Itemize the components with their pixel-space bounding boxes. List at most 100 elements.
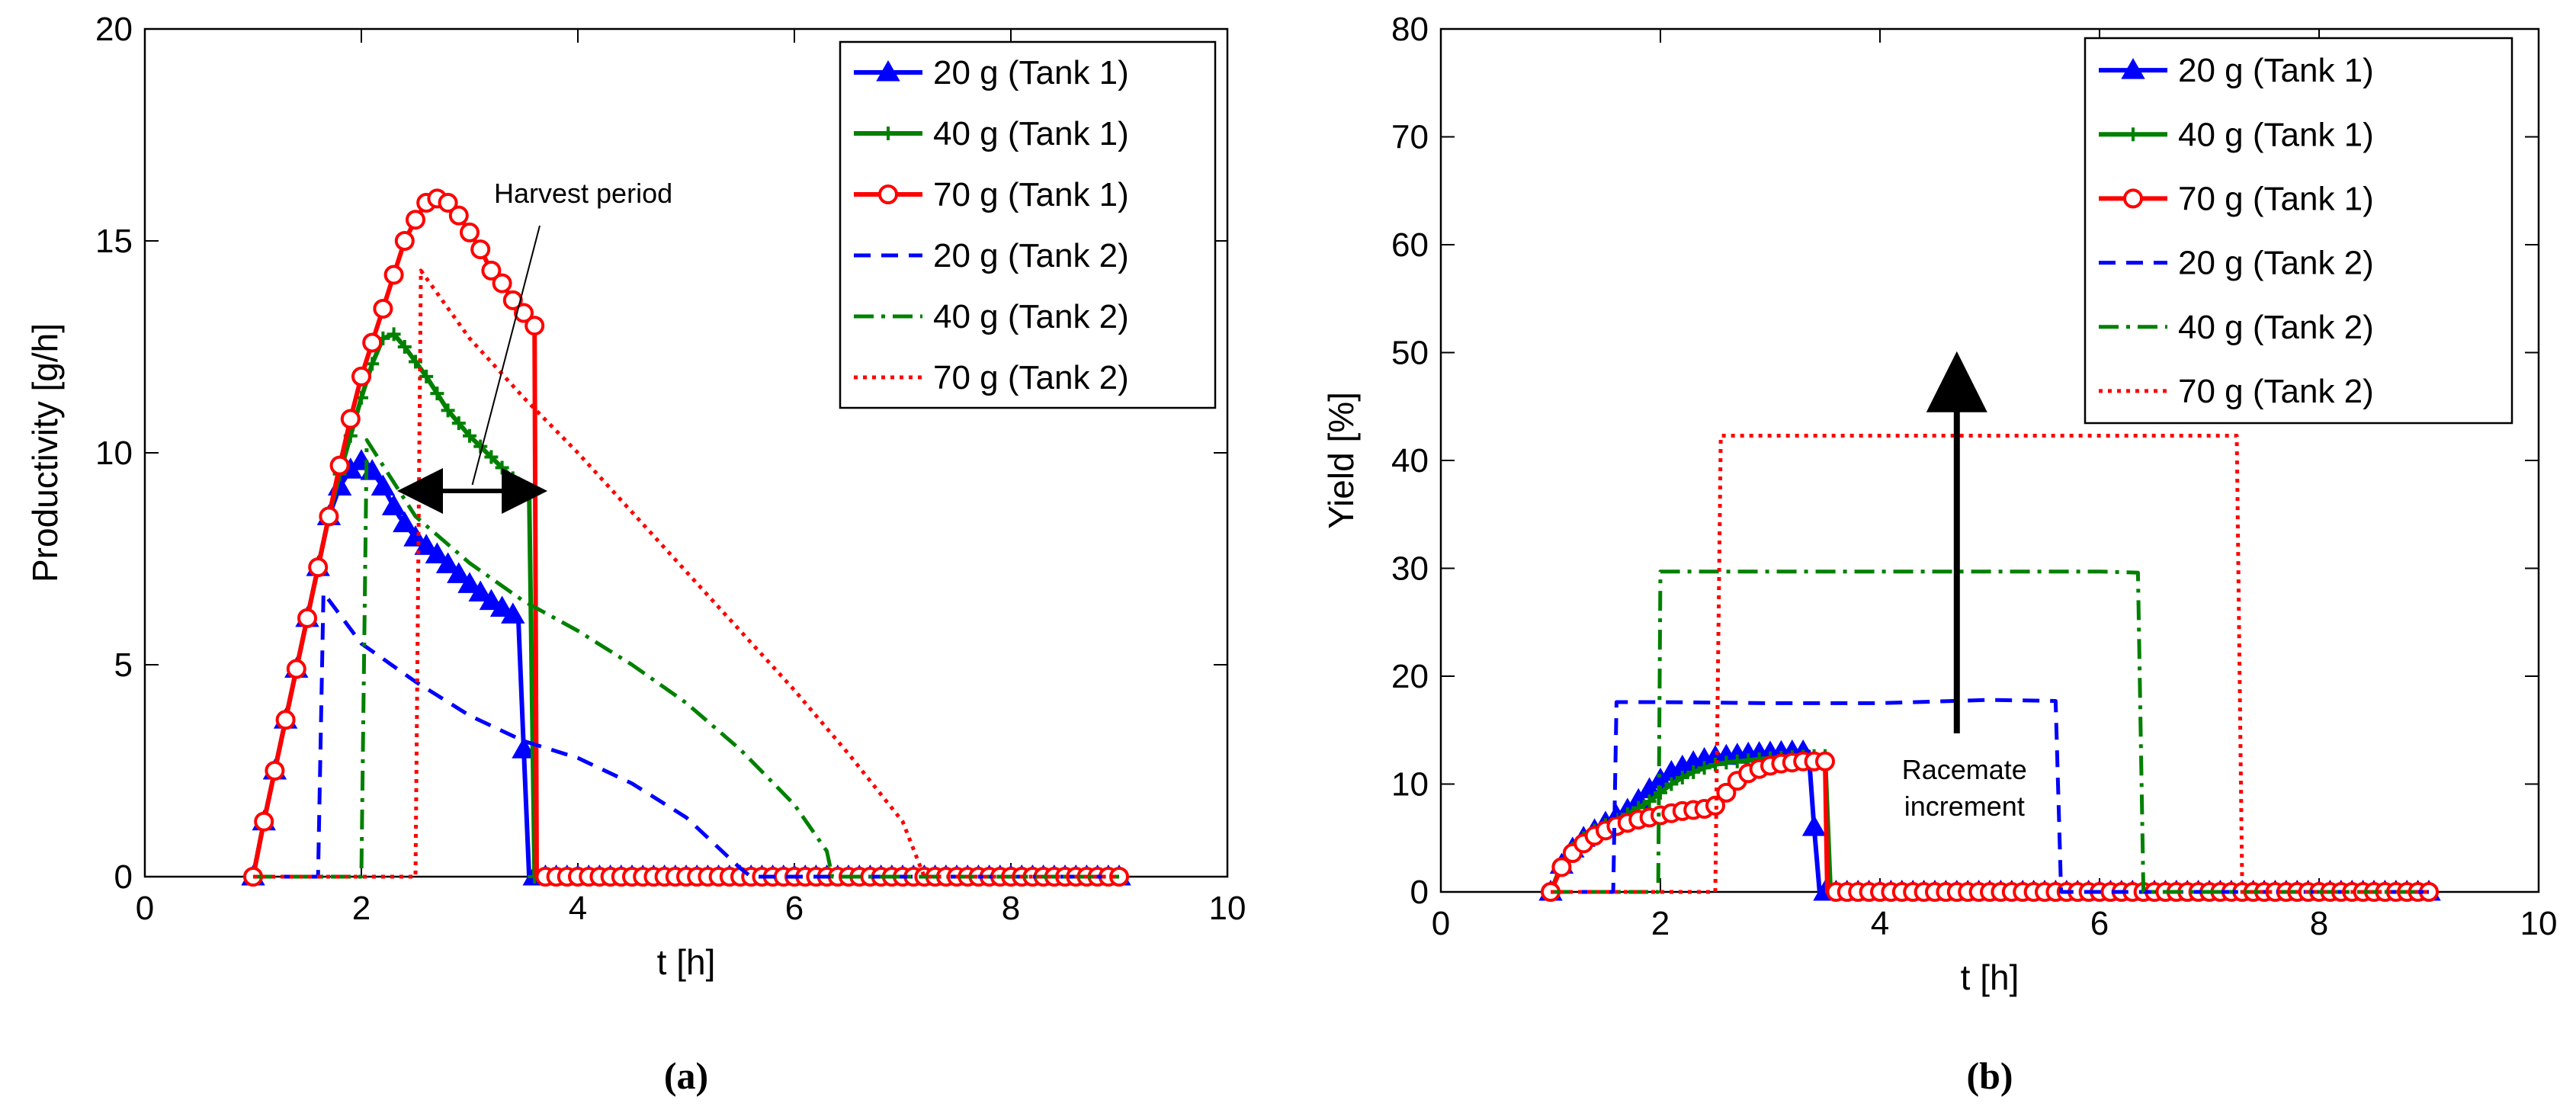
x-tick-label: 6 (785, 890, 804, 927)
data-point (394, 231, 415, 251)
x-tick-label: 0 (136, 890, 154, 927)
data-point (460, 222, 480, 242)
data-point (430, 387, 444, 401)
data-point (319, 506, 339, 527)
data-point (489, 595, 515, 617)
data-point (492, 273, 512, 293)
legend-entry: 40 g (Tank 1) (2178, 116, 2374, 153)
data-point (878, 184, 898, 204)
x-tick-label: 10 (1209, 890, 1246, 927)
series-4 (253, 438, 1119, 879)
data-point (275, 710, 296, 730)
y-tick-label: 80 (1391, 11, 1429, 48)
plot-area (1538, 434, 2441, 902)
legend-box (2084, 37, 2513, 425)
data-point (881, 127, 895, 140)
annotation-label: Harvest period (494, 178, 672, 209)
data-point (481, 260, 502, 281)
panel-caption: (a) (664, 1054, 708, 1097)
annotation-line: increment (1904, 791, 2025, 822)
y-tick-label: 0 (114, 858, 133, 896)
y-tick-label: 70 (1391, 119, 1429, 156)
series-5 (1551, 434, 2429, 894)
y-tick-label: 10 (95, 435, 133, 472)
y-tick-label: 20 (1391, 658, 1429, 695)
data-point (2121, 58, 2145, 79)
y-tick-label: 20 (95, 11, 133, 48)
data-point (387, 327, 401, 342)
data-point (362, 332, 383, 353)
x-tick-label: 2 (1651, 905, 1670, 942)
y-tick-label: 0 (1410, 874, 1429, 911)
y-tick-label: 60 (1391, 226, 1429, 264)
data-point (403, 525, 428, 547)
data-point (1642, 794, 1657, 809)
data-point (514, 303, 534, 323)
y-tick-label: 50 (1391, 335, 1429, 372)
series-line (253, 438, 1119, 879)
data-point (484, 450, 499, 464)
legend: 20 g (Tank 1) 40 g (Tank 1) 70 g (Tank 1) 2… (839, 40, 1217, 409)
data-point (340, 409, 361, 429)
y-axis-label: Yield [%] (1321, 392, 1361, 529)
chart-panel-a: 0 2 4 6 8 10 0 5 10 15 20 t [h] Productivity [g/h] Ha… (25, 11, 1246, 1097)
x-tick-label: 6 (2090, 905, 2109, 942)
x-axis-label: t [h] (657, 942, 716, 982)
data-point (406, 210, 425, 230)
data-point (383, 265, 404, 285)
data-point (1716, 782, 1737, 803)
legend-entry: 70 g (Tank 2) (2178, 373, 2374, 410)
legend-entry: 70 g (Tank 2) (933, 359, 1129, 396)
y-tick-label: 40 (1391, 442, 1429, 480)
legend-box (839, 40, 1217, 409)
data-point (438, 192, 458, 213)
y-tick-label: 30 (1391, 550, 1429, 588)
data-point (502, 290, 523, 310)
x-tick-label: 4 (569, 890, 587, 927)
series-line (1551, 434, 2429, 894)
annotation-label: Racemate increment (1902, 754, 2027, 822)
chart-panel-b: 0 2 4 6 8 10 0 10 20 30 40 50 60 70 80 t [h] Yield [%] Ra… (1321, 11, 2557, 1097)
data-point (448, 205, 469, 226)
x-tick-label: 0 (1432, 905, 1450, 942)
data-point (1815, 751, 1835, 771)
y-tick-label: 15 (95, 223, 133, 260)
series-line (1551, 569, 2429, 894)
x-tick-label: 10 (2520, 905, 2558, 942)
data-point (1675, 771, 1689, 785)
y-tick-label: 5 (114, 646, 133, 684)
data-point (1664, 777, 1679, 791)
data-point (525, 316, 545, 336)
data-point (435, 552, 460, 573)
series-3 (253, 591, 1119, 879)
data-point (501, 602, 525, 624)
data-point (1551, 857, 1572, 877)
data-point (463, 428, 476, 443)
data-point (479, 589, 504, 611)
data-point (425, 542, 450, 563)
annotation-leader-line (471, 225, 541, 486)
legend-entry: 70 g (Tank 1) (933, 176, 1129, 213)
data-point (441, 403, 455, 418)
data-point (419, 369, 434, 383)
data-point (254, 811, 274, 832)
series-2 (243, 188, 1129, 887)
data-point (2123, 188, 2143, 209)
annotation-line: Racemate (1902, 754, 2027, 785)
data-point (351, 366, 371, 387)
y-axis-label: Productivity [g/h] (25, 323, 65, 582)
data-point (2126, 127, 2140, 142)
legend-entry: 40 g (Tank 2) (933, 298, 1129, 335)
legend-entry: 40 g (Tank 2) (2178, 309, 2374, 346)
legend-entry: 40 g (Tank 1) (933, 115, 1129, 152)
data-point (876, 59, 900, 82)
legend-entry: 20 g (Tank 1) (2178, 52, 2374, 89)
legend-entry: 70 g (Tank 1) (2178, 180, 2374, 217)
data-point (451, 416, 466, 431)
series-4 (1551, 569, 2429, 894)
plot-area (241, 188, 1131, 887)
data-point (1697, 761, 1711, 775)
data-point (457, 572, 482, 593)
data-point (470, 239, 491, 260)
data-point (468, 580, 492, 601)
